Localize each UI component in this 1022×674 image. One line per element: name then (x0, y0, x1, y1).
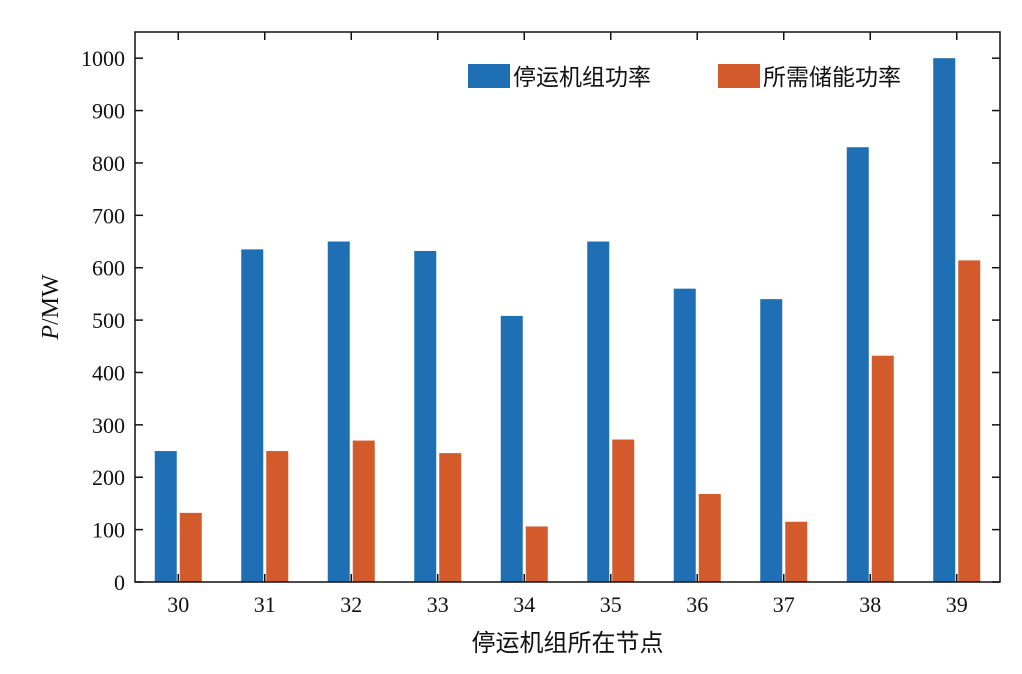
y-tick-label: 500 (92, 308, 125, 333)
y-tick-label: 300 (92, 413, 125, 438)
y-tick-label: 0 (114, 570, 125, 595)
bar-unit-power-32 (327, 241, 350, 582)
y-tick-label: 400 (92, 360, 125, 385)
bar-unit-power-36 (673, 288, 696, 582)
x-axis-title: 停运机组所在节点 (472, 629, 664, 657)
bar-storage-power-36 (698, 494, 721, 582)
x-tick-label: 36 (686, 592, 708, 617)
bar-storage-power-31 (266, 451, 289, 582)
x-tick-label: 35 (600, 592, 622, 617)
bar-storage-power-38 (871, 355, 894, 582)
legend-swatch-unit-power (468, 64, 510, 88)
bar-unit-power-34 (500, 315, 523, 582)
x-tick-label: 38 (859, 592, 881, 617)
x-tick-label: 31 (254, 592, 276, 617)
y-tick-label: 600 (92, 256, 125, 281)
bar-unit-power-31 (241, 249, 264, 582)
x-tick-label: 30 (167, 592, 189, 617)
bar-unit-power-38 (846, 147, 869, 582)
legend-label-unit-power: 停运机组功率 (513, 65, 651, 91)
bar-storage-power-37 (785, 521, 808, 582)
y-tick-label: 1000 (81, 46, 125, 71)
bar-storage-power-34 (525, 526, 548, 582)
x-tick-label: 33 (427, 592, 449, 617)
bar-storage-power-35 (612, 439, 635, 582)
legend-label-storage-power: 所需储能功率 (763, 65, 901, 91)
y-tick-label: 100 (92, 518, 125, 543)
plot-area (135, 32, 1000, 582)
y-tick-label: 200 (92, 465, 125, 490)
bar-unit-power-39 (933, 58, 956, 582)
y-axis-title: P/MW (38, 274, 64, 341)
y-tick-label: 900 (92, 99, 125, 124)
bar-storage-power-32 (352, 440, 375, 582)
bar-unit-power-33 (414, 250, 437, 582)
y-tick-label: 800 (92, 151, 125, 176)
bar-storage-power-30 (179, 512, 202, 582)
y-tick-label: 700 (92, 203, 125, 228)
bar-unit-power-37 (760, 299, 783, 582)
bar-unit-power-30 (154, 451, 177, 582)
axes-frame (134, 31, 1001, 583)
x-tick-label: 32 (340, 592, 362, 617)
legend-swatch-storage-power (718, 64, 760, 88)
x-tick-label: 39 (946, 592, 968, 617)
x-tick-label: 34 (513, 592, 535, 617)
bar-storage-power-33 (439, 453, 462, 582)
bar-storage-power-39 (958, 260, 981, 582)
x-tick-label: 37 (773, 592, 795, 617)
bar-unit-power-35 (587, 241, 610, 582)
